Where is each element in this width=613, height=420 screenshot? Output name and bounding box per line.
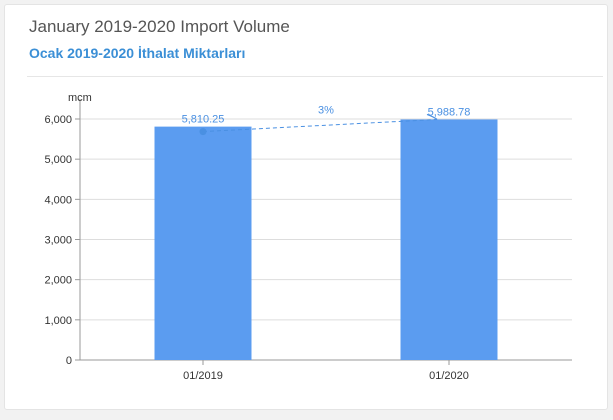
data-label: 5,810.25 xyxy=(182,114,225,126)
divider xyxy=(27,76,603,77)
trend-start-dot xyxy=(199,128,207,136)
chart-card: January 2019-2020 Import Volume Ocak 201… xyxy=(4,4,608,410)
x-tick-label: 01/2020 xyxy=(429,370,469,382)
y-tick-label: 0 xyxy=(66,355,72,367)
bar xyxy=(400,119,498,360)
chart-title: January 2019-2020 Import Volume xyxy=(29,17,290,36)
y-axis-label: mcm xyxy=(68,92,92,104)
x-tick-label: 01/2019 xyxy=(183,370,223,382)
data-label: 5,988.78 xyxy=(428,106,471,118)
trend-label: 3% xyxy=(318,104,334,116)
bar xyxy=(154,126,252,360)
y-tick-label: 3,000 xyxy=(44,235,72,247)
y-tick-label: 4,000 xyxy=(44,194,72,206)
trend-arrow xyxy=(426,113,438,120)
y-tick-label: 2,000 xyxy=(44,275,72,287)
y-tick-label: 1,000 xyxy=(44,315,72,327)
y-tick-label: 6,000 xyxy=(44,114,72,126)
y-tick-label: 5,000 xyxy=(44,154,72,166)
chart-subtitle: Ocak 2019-2020 İthalat Miktarları xyxy=(29,45,246,61)
